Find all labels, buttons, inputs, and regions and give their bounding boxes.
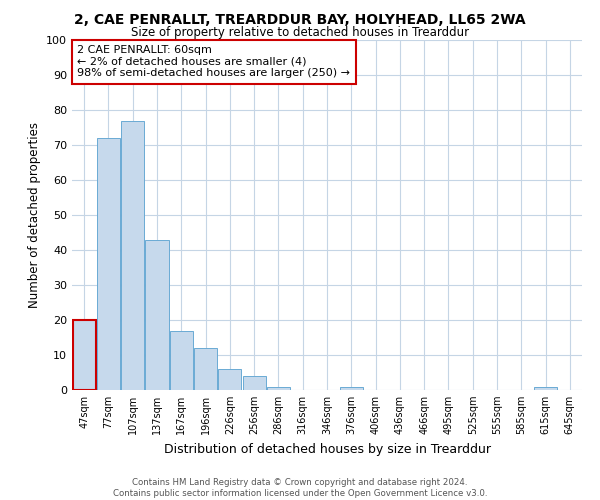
Bar: [97, 138, 120, 390]
Bar: [218, 369, 241, 390]
Bar: [267, 386, 290, 390]
Bar: [194, 348, 217, 390]
Bar: [534, 386, 557, 390]
Text: 2 CAE PENRALLT: 60sqm
← 2% of detached houses are smaller (4)
98% of semi-detach: 2 CAE PENRALLT: 60sqm ← 2% of detached h…: [77, 46, 350, 78]
Text: Contains HM Land Registry data © Crown copyright and database right 2024.
Contai: Contains HM Land Registry data © Crown c…: [113, 478, 487, 498]
Text: Size of property relative to detached houses in Trearddur: Size of property relative to detached ho…: [131, 26, 469, 39]
Bar: [121, 120, 144, 390]
Bar: [73, 320, 95, 390]
X-axis label: Distribution of detached houses by size in Trearddur: Distribution of detached houses by size …: [163, 442, 491, 456]
Y-axis label: Number of detached properties: Number of detached properties: [28, 122, 41, 308]
Bar: [242, 376, 266, 390]
Bar: [340, 386, 363, 390]
Bar: [145, 240, 169, 390]
Text: 2, CAE PENRALLT, TREARDDUR BAY, HOLYHEAD, LL65 2WA: 2, CAE PENRALLT, TREARDDUR BAY, HOLYHEAD…: [74, 12, 526, 26]
Bar: [170, 330, 193, 390]
